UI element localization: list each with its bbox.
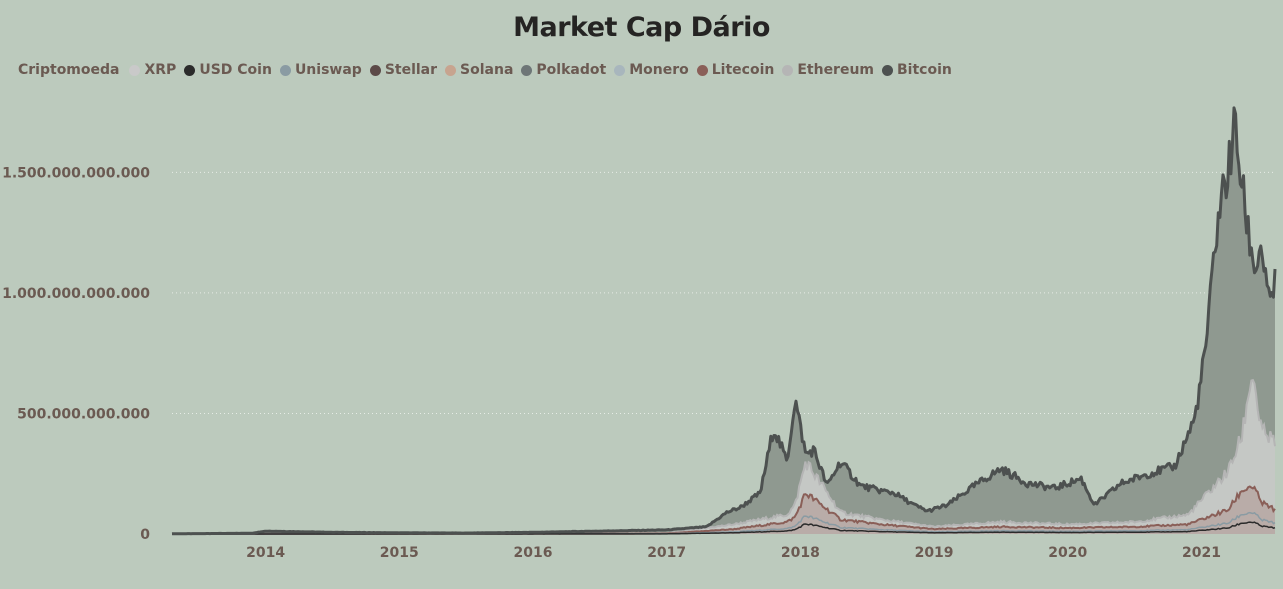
x-tick-label: 2015 — [380, 545, 419, 561]
legend-label: Monero — [629, 62, 689, 78]
legend-item-bitcoin[interactable]: Bitcoin — [882, 62, 952, 78]
legend-item-monero[interactable]: Monero — [614, 62, 689, 78]
area-litecoin — [172, 486, 1275, 534]
legend-swatch — [782, 64, 794, 76]
legend-label: Stellar — [384, 62, 438, 78]
legend-swatch — [521, 64, 533, 76]
area-bitcoin — [172, 107, 1275, 535]
legend-item-uniswap[interactable]: Uniswap — [279, 62, 362, 78]
x-tick-label: 2014 — [246, 545, 285, 561]
legend-item-solana[interactable]: Solana — [445, 62, 513, 78]
legend-label: Polkadot — [536, 62, 607, 78]
legend-item-usd-coin[interactable]: USD Coin — [184, 62, 272, 78]
y-tick-label: 500.000.000.000 — [17, 406, 150, 422]
x-tick-label: 2016 — [513, 545, 552, 561]
legend-swatch — [279, 64, 291, 76]
y-tick-label: 1.000.000.000.000 — [2, 286, 150, 302]
legend-item-stellar[interactable]: Stellar — [369, 62, 438, 78]
x-tick-label: 2020 — [1048, 545, 1087, 561]
line-bitcoin — [171, 106, 1277, 536]
legend-label: USD Coin — [199, 62, 272, 78]
legend-swatch — [184, 64, 196, 76]
y-tick-label: 0 — [140, 527, 150, 543]
legend-item-litecoin[interactable]: Litecoin — [696, 62, 775, 78]
x-tick-label: 2019 — [915, 545, 954, 561]
legend-swatch — [369, 64, 381, 76]
legend-items: XRP USD Coin Uniswap Stellar Solana Polkadot M… — [129, 62, 959, 78]
chart-title: Market Cap Dário — [513, 12, 770, 43]
legend-label: Uniswap — [294, 62, 362, 78]
legend-item-ethereum[interactable]: Ethereum — [782, 62, 874, 78]
x-tick-label: 2017 — [647, 545, 686, 561]
legend-label: Litecoin — [711, 62, 775, 78]
legend-swatch — [696, 64, 708, 76]
x-tick-label: 2021 — [1182, 545, 1221, 561]
legend-title: Criptomoeda — [18, 62, 120, 78]
legend-item-polkadot[interactable]: Polkadot — [521, 62, 606, 78]
legend-swatch — [445, 64, 457, 76]
legend-swatch — [129, 64, 141, 76]
legend-label: Ethereum — [797, 62, 875, 78]
legend-label: Solana — [460, 62, 514, 78]
area-ethereum — [172, 380, 1275, 534]
x-tick-label: 2018 — [781, 545, 820, 561]
legend: Criptomoeda XRP USD Coin Uniswap Stellar Sol… — [18, 62, 960, 78]
y-tick-label: 1.500.000.000.000 — [2, 165, 150, 181]
legend-swatch — [614, 64, 626, 76]
legend-label: XRP — [144, 62, 177, 78]
line-usd-coin — [172, 521, 1276, 535]
legend-item-xrp[interactable]: XRP — [129, 62, 176, 78]
legend-swatch — [882, 64, 894, 76]
legend-label: Bitcoin — [897, 62, 952, 78]
